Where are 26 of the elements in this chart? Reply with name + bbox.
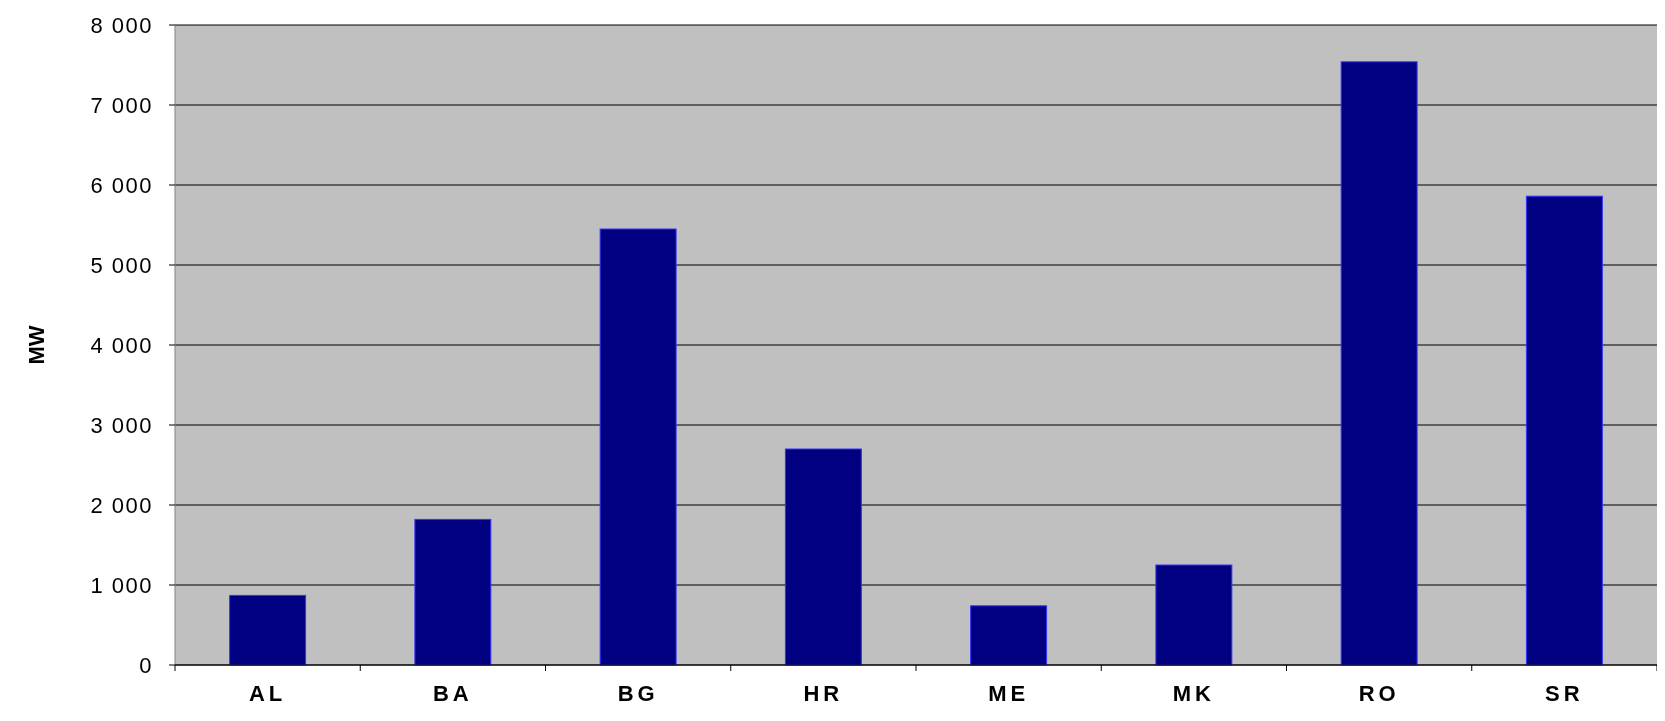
y-tick-label: 7 000 [90,92,153,118]
x-tick-label: AL [248,681,287,706]
y-tick-label: 4 000 [90,332,153,358]
y-tick-label: 3 000 [90,412,153,438]
x-tick-label: MK [1172,681,1215,706]
bar [1340,61,1418,666]
x-tick-label: RO [1358,681,1400,706]
x-tick-label: BG [617,681,659,706]
y-tick-label: 8 000 [90,12,153,38]
y-tick-label: 1 000 [90,572,153,598]
x-tick-label: BA [432,681,473,706]
bar [1155,564,1233,666]
y-tick-label: 2 000 [90,492,153,518]
bar [970,605,1048,666]
bar [229,594,307,666]
y-axis-title: MW [24,325,49,365]
y-tick-label: 0 [139,652,153,678]
y-tick-label: 5 000 [90,252,153,278]
bar [1525,195,1603,666]
bar [784,448,862,666]
x-tick-label: SR [1545,681,1584,706]
y-tick-label: 6 000 [90,172,153,198]
x-tick-label: HR [803,681,844,706]
x-tick-label: ME [988,681,1030,706]
bar [599,228,677,666]
bar [414,518,492,666]
